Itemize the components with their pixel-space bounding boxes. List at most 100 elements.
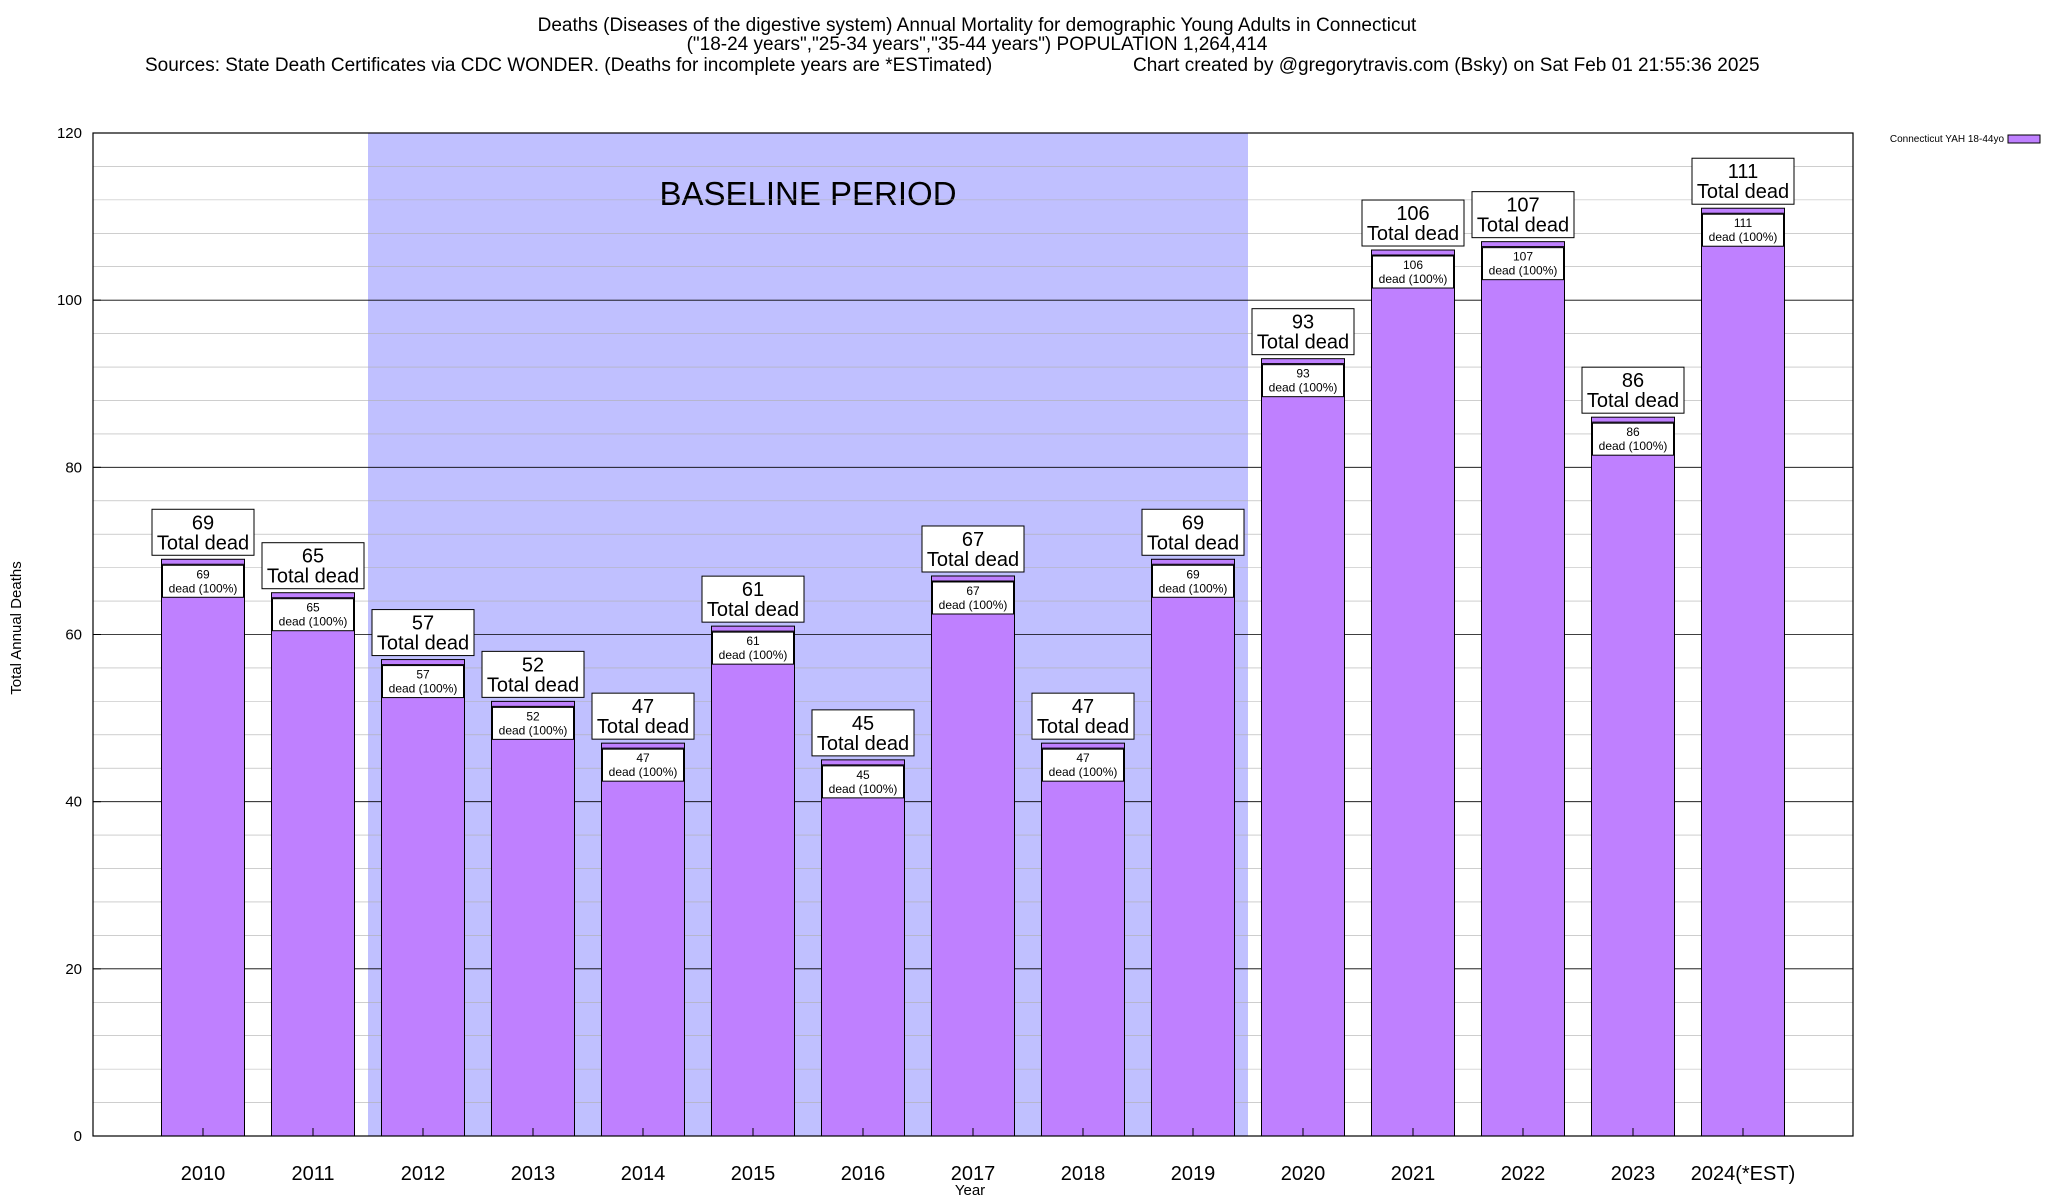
inner-percent-label: dead (100%): [279, 615, 348, 629]
y-tick-label: 100: [57, 292, 82, 309]
inner-percent-label: dead (100%): [1049, 765, 1118, 779]
total-value-label: 57: [412, 613, 434, 635]
total-dead-label: Total dead: [1147, 532, 1239, 554]
x-axis-label: Year: [955, 1182, 985, 1199]
bar-2017: [931, 575, 1015, 1137]
total-label-box: [481, 650, 585, 698]
inner-value-label: 107: [1513, 250, 1533, 264]
x-tick-label: 2011: [291, 1163, 334, 1185]
inner-label-box: [162, 564, 244, 598]
y-tick-label: 20: [65, 961, 82, 978]
inner-percent-label: dead (100%): [1269, 381, 1338, 395]
inner-percent-label: dead (100%): [169, 581, 238, 595]
inner-value-label: 111: [1734, 216, 1753, 230]
bar-2016: [821, 759, 905, 1137]
total-value-label: 93: [1292, 312, 1314, 334]
x-tick-label: 2024(*EST): [1691, 1163, 1796, 1185]
inner-label-box: [822, 765, 904, 799]
inner-label-box: [1702, 213, 1784, 247]
inner-value-label: 47: [636, 751, 650, 765]
total-dead-label: Total dead: [817, 733, 909, 755]
x-tick-label: 2023: [1611, 1163, 1656, 1185]
x-tick-label: 2021: [1391, 1163, 1436, 1185]
y-axis-label: Total Annual Deaths: [8, 561, 25, 694]
total-label-box: [1031, 692, 1135, 740]
bar-2018: [1041, 742, 1125, 1137]
total-dead-label: Total dead: [377, 633, 469, 655]
inner-value-label: 65: [306, 601, 320, 615]
inner-percent-label: dead (100%): [829, 782, 898, 796]
total-label-box: [1251, 308, 1355, 356]
chart-title-line-2: ("18-24 years","25-34 years","35-44 year…: [687, 34, 1268, 55]
x-tick-label: 2018: [1061, 1163, 1106, 1185]
total-label-box: [151, 508, 255, 556]
total-dead-label: Total dead: [157, 532, 249, 554]
bar-2012: [381, 659, 465, 1137]
total-value-label: 47: [1072, 696, 1094, 718]
inner-label-box: [1592, 422, 1674, 456]
total-dead-label: Total dead: [487, 674, 579, 696]
inner-value-label: 52: [526, 709, 540, 723]
x-tick-label: 2022: [1501, 1163, 1546, 1185]
bar-2013: [491, 700, 575, 1137]
bar-2015: [711, 625, 795, 1137]
inner-percent-label: dead (100%): [939, 598, 1008, 612]
inner-percent-label: dead (100%): [1489, 264, 1558, 278]
total-value-label: 47: [632, 696, 654, 718]
total-label-box: [261, 542, 365, 590]
inner-percent-label: dead (100%): [499, 723, 568, 737]
y-tick-label: 80: [65, 459, 82, 476]
chart-source-text: Sources: State Death Certificates via CD…: [145, 55, 992, 76]
bar-2021: [1371, 249, 1455, 1137]
bar-2024(*EST): [1701, 207, 1785, 1137]
total-label-box: [371, 609, 475, 657]
x-tick-label: 2012: [401, 1163, 446, 1185]
inner-value-label: 67: [966, 584, 980, 598]
total-dead-label: Total dead: [1587, 390, 1679, 412]
inner-label-box: [1042, 748, 1124, 782]
y-tick-label: 0: [74, 1128, 82, 1145]
x-tick-label: 2014: [621, 1163, 666, 1185]
y-tick-label: 120: [57, 125, 82, 142]
total-value-label: 107: [1506, 195, 1539, 217]
inner-percent-label: dead (100%): [1159, 581, 1228, 595]
bar-2022: [1481, 241, 1565, 1137]
inner-value-label: 86: [1626, 425, 1640, 439]
total-dead-label: Total dead: [927, 549, 1019, 571]
total-dead-label: Total dead: [1037, 716, 1129, 738]
total-label-box: [811, 709, 915, 757]
inner-label-box: [492, 706, 574, 740]
inner-percent-label: dead (100%): [719, 648, 788, 662]
inner-percent-label: dead (100%): [389, 682, 458, 696]
x-tick-label: 2019: [1171, 1163, 1216, 1185]
x-tick-label: 2015: [731, 1163, 776, 1185]
inner-label-box: [1482, 247, 1564, 281]
total-dead-label: Total dead: [707, 599, 799, 621]
bars-layer: [161, 207, 1785, 1137]
total-dead-label: Total dead: [1367, 223, 1459, 245]
total-label-box: [1691, 157, 1795, 205]
inner-label-box: [1152, 564, 1234, 598]
total-dead-label: Total dead: [597, 716, 689, 738]
chart-credit-text: Chart created by @gregorytravis.com (Bsk…: [1133, 55, 1760, 76]
total-dead-label: Total dead: [267, 566, 359, 588]
legend-swatch: [2007, 134, 2041, 144]
inner-label-box: [1262, 364, 1344, 398]
bar-2011: [271, 592, 355, 1137]
inner-value-label: 45: [856, 768, 870, 782]
total-label-box: [1361, 199, 1465, 247]
total-dead-label: Total dead: [1697, 181, 1789, 203]
bar-2019: [1151, 558, 1235, 1137]
total-value-label: 52: [522, 654, 544, 676]
legend: Connecticut YAH 18-44yo: [1890, 134, 2041, 145]
inner-value-label: 47: [1076, 751, 1090, 765]
inner-value-label: 106: [1403, 258, 1423, 272]
total-value-label: 69: [1182, 512, 1204, 534]
total-label-box: [1471, 191, 1575, 239]
inner-value-label: 93: [1296, 367, 1310, 381]
total-value-label: 106: [1396, 203, 1429, 225]
total-label-box: [701, 575, 805, 623]
x-tick-label: 2016: [841, 1163, 886, 1185]
total-label-box: [591, 692, 695, 740]
